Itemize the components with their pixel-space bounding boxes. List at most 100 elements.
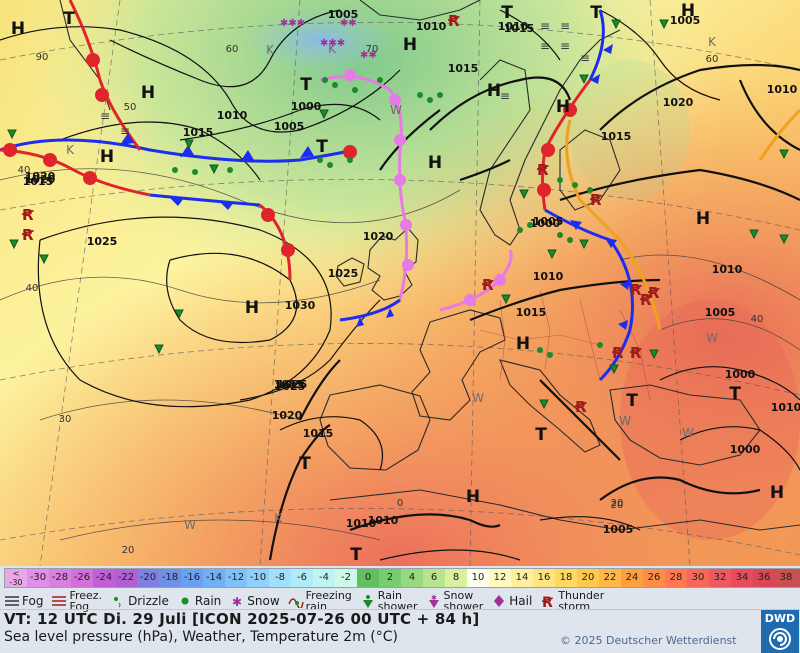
cold-warm-marker: W: [472, 391, 484, 405]
legend-label: Thunder storm: [558, 589, 605, 613]
pressure-center-label: H: [428, 153, 442, 173]
legend-label: Fog: [22, 594, 44, 608]
isobar-label: 1015: [504, 22, 535, 35]
rain-icon: [177, 593, 193, 609]
pressure-center-label: H: [245, 298, 259, 318]
isobar-label: 1000: [530, 217, 561, 230]
temperature-contour-label: 20: [122, 545, 135, 556]
svg-text:Ꞧ: Ꞧ: [629, 281, 642, 299]
isobar-label: 1015: [274, 378, 305, 391]
pressure-center-label: T: [299, 454, 311, 474]
thunderstorm-icon: Ꞧ: [540, 593, 556, 609]
svg-text:Ꞧ: Ꞧ: [541, 595, 553, 608]
svg-text:✱: ✱: [232, 595, 242, 608]
isobar-label: 1010: [346, 517, 377, 530]
temperature-contour-label: 90: [36, 52, 49, 63]
legend-item: ✱ Snow: [229, 593, 279, 609]
colorbar-cell: -20: [137, 569, 159, 587]
cold-warm-marker: W: [619, 414, 631, 428]
colorbar-cell: 0: [357, 569, 379, 587]
colorbar-cell: -30: [27, 569, 49, 587]
isobar-label: 1015: [601, 130, 632, 143]
temperature-contour-label: 70: [366, 44, 379, 55]
isobar-label: 1000: [291, 100, 322, 113]
temperature-contour-label: 60: [226, 44, 239, 55]
isobar-label: 1020: [663, 96, 694, 109]
colorbar-cell: -26: [71, 569, 93, 587]
svg-text:Ꞧ: Ꞧ: [611, 344, 624, 362]
temperature-contour-label: 60: [706, 54, 719, 65]
legend-label: Drizzle: [128, 594, 169, 608]
pressure-center-label: H: [681, 1, 695, 21]
isobar-label: 1025: [87, 235, 118, 248]
weather-legend: Fog Freez. Fog Drizzle Rain ✱ Snow Freezing ra…: [4, 590, 612, 612]
svg-text:Ꞧ: Ꞧ: [21, 226, 34, 244]
isobar-label: 1015: [183, 126, 214, 139]
svg-text:Ꞧ: Ꞧ: [21, 206, 34, 224]
dwd-logo-text: DWD: [764, 612, 796, 625]
isobars: [0, 9, 800, 561]
isobar-label: 1025: [328, 267, 359, 280]
colorbar-cell: 18: [555, 569, 577, 587]
svg-text:≡: ≡: [560, 39, 570, 53]
pressure-center-label: T: [501, 3, 513, 23]
svg-text:✱✱✱: ✱✱✱: [320, 38, 345, 49]
isobar-label: 1005: [328, 8, 359, 21]
weather-symbols: ✱✱✱ ✱✱✱ ✱✱ ✱✱ ≡ ≡ ≡ ≡ ≡ ≡ ≡ ≡ ꞦꞦ Ꞧ: [7, 12, 789, 416]
colorbar-cell: < -30: [5, 569, 27, 587]
isobar-label: 1005: [533, 215, 564, 228]
svg-text:≡: ≡: [540, 19, 550, 33]
colorbar-cell: -8: [269, 569, 291, 587]
isobar-label: 1010: [217, 109, 248, 122]
isobar-label: 1025: [275, 380, 306, 393]
cold-warm-marker: K: [328, 42, 337, 56]
colorbar-cell: 34: [731, 569, 753, 587]
colorbar-cell: -14: [203, 569, 225, 587]
colorbar-cell: -22: [115, 569, 137, 587]
isobar-label: 1010: [498, 20, 529, 33]
colorbar-cell: -24: [93, 569, 115, 587]
fronts: [0, 0, 800, 382]
isobar-label: 1010: [771, 401, 800, 414]
svg-text:≡: ≡: [100, 109, 110, 123]
dwd-swirl-icon: [769, 628, 791, 650]
legend-label: Snow shower: [443, 589, 484, 613]
svg-text:Ꞧ: Ꞧ: [647, 284, 660, 302]
legend-label: Hail: [509, 594, 533, 608]
colorbar-cell: -12: [225, 569, 247, 587]
svg-text:≡: ≡: [120, 124, 130, 138]
colorbar-cell: 36: [753, 569, 775, 587]
colorbar-cell: 14: [511, 569, 533, 587]
isobar-label: 1010: [533, 270, 564, 283]
colorbar-cell: 32: [709, 569, 731, 587]
isobar-label: 1010: [368, 514, 399, 527]
pressure-center-label: H: [11, 19, 25, 39]
pressure-center-label: H: [403, 35, 417, 55]
isobar-label: 1010: [767, 83, 798, 96]
legend-item: Rain shower: [360, 590, 418, 612]
isobar-label: 1020: [25, 173, 56, 186]
isobar-label: 1000: [725, 368, 756, 381]
valid-time: VT: 12 UTC Di. 29 Juli [ICON 2025-07-26 …: [4, 610, 480, 628]
colorbar-cell: -4: [313, 569, 335, 587]
colorbar-cell: 12: [489, 569, 511, 587]
colorbar-cell: 26: [643, 569, 665, 587]
temperature-contour-label: 50: [124, 102, 137, 113]
temperature-contour-label: 20: [611, 498, 624, 509]
cold-warm-marker: W: [706, 331, 718, 345]
svg-text:Ꞧ: Ꞧ: [639, 291, 652, 309]
colorbar-cell: -10: [247, 569, 269, 587]
freezing-rain-icon: [287, 593, 304, 609]
colorbar-cell: 28: [665, 569, 687, 587]
colorbar-cell: 8: [445, 569, 467, 587]
pressure-center-label: T: [316, 137, 328, 157]
legend-label: Freezing rain: [305, 589, 352, 613]
temperature-contour-label: 40: [18, 165, 31, 176]
legend-item: Drizzle: [110, 593, 169, 609]
isobar-label: 1005: [603, 523, 634, 536]
temperature-contour-label: 40: [751, 314, 764, 325]
isobar-label: 1030: [285, 299, 316, 312]
legend-item: Rain: [177, 593, 221, 609]
